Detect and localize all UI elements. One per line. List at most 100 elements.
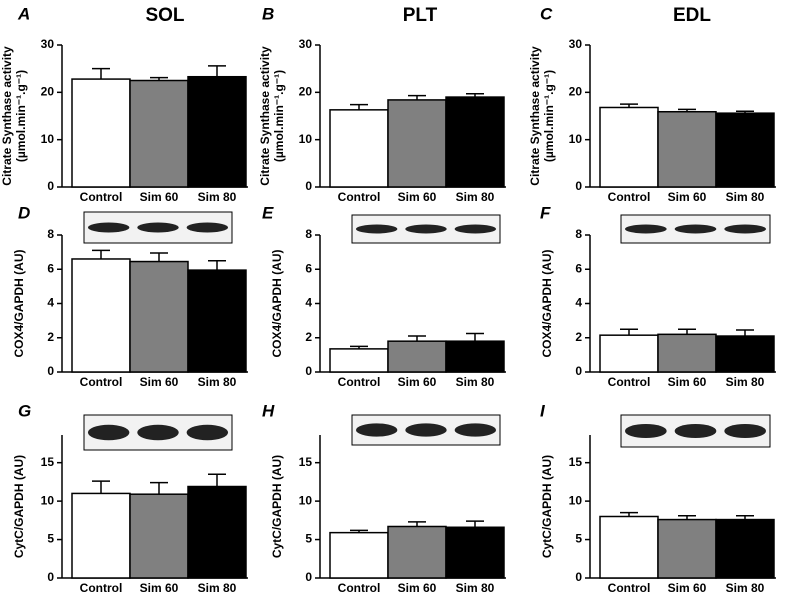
bar [71, 492, 131, 579]
panel-letter: I [540, 401, 546, 420]
y-tick-label: 30 [299, 37, 313, 51]
blot-band [405, 224, 447, 234]
bar [187, 485, 247, 579]
y-axis-label: Citrate Synthase activity [528, 46, 542, 186]
y-tick-label: 0 [575, 570, 582, 584]
bar [445, 96, 505, 188]
blot-band [355, 423, 398, 437]
x-tick-label: Control [608, 581, 651, 594]
x-tick-label: Sim 60 [668, 581, 707, 594]
y-axis-label: CytC/GAPDH (AU) [540, 455, 554, 558]
bar [715, 335, 775, 373]
y-tick-label: 20 [299, 85, 313, 99]
y-tick-label: 20 [569, 85, 583, 99]
y-axis-unit: (µmol.min⁻¹.g⁻¹) [14, 70, 28, 162]
bar [599, 334, 659, 373]
blot-band [724, 423, 767, 439]
y-tick-label: 2 [47, 330, 54, 344]
y-tick-label: 4 [575, 296, 582, 310]
y-tick-label: 4 [47, 296, 54, 310]
y-tick-label: 8 [575, 227, 582, 241]
x-tick-label: Sim 80 [456, 190, 495, 204]
y-tick-label: 6 [47, 261, 54, 275]
x-tick-label: Control [80, 581, 123, 594]
x-tick-label: Sim 80 [726, 375, 765, 389]
bar [187, 269, 247, 373]
x-tick-label: Sim 80 [198, 581, 237, 594]
blot-band [405, 423, 447, 437]
bar [329, 531, 389, 579]
y-tick-label: 10 [299, 493, 313, 507]
bar [129, 260, 189, 373]
x-tick-label: Sim 80 [198, 190, 237, 204]
y-tick-label: 0 [575, 179, 582, 193]
y-tick-label: 10 [41, 132, 55, 146]
y-tick-label: 8 [305, 227, 312, 241]
blot-band [624, 224, 667, 234]
x-tick-label: Sim 80 [456, 375, 495, 389]
x-tick-label: Sim 80 [198, 375, 237, 389]
bar [599, 106, 659, 188]
x-tick-label: Sim 60 [140, 581, 179, 594]
x-tick-label: Control [338, 375, 381, 389]
y-tick-label: 30 [41, 37, 55, 51]
bar [71, 78, 131, 188]
x-tick-label: Sim 60 [398, 375, 437, 389]
y-tick-label: 2 [305, 330, 312, 344]
y-tick-label: 2 [575, 330, 582, 344]
bar [387, 340, 447, 373]
blot-band [674, 423, 717, 439]
y-tick-label: 0 [305, 570, 312, 584]
bar [657, 518, 717, 579]
y-axis-unit: (µmol.min⁻¹.g⁻¹) [272, 70, 286, 162]
panel-letter: E [262, 203, 274, 222]
y-tick-label: 10 [299, 132, 313, 146]
blot-band [87, 424, 130, 441]
y-axis-label: Citrate Synthase activity [0, 46, 14, 186]
y-tick-label: 10 [569, 132, 583, 146]
bar [71, 258, 131, 373]
blot-band [624, 423, 667, 439]
x-tick-label: Sim 60 [140, 375, 179, 389]
y-axis-label: COX4/GAPDH (AU) [12, 249, 26, 357]
bar [599, 515, 659, 579]
y-axis-label: CytC/GAPDH (AU) [12, 455, 26, 558]
y-tick-label: 4 [305, 296, 312, 310]
y-tick-label: 6 [575, 261, 582, 275]
bar [445, 340, 505, 373]
bar [445, 526, 505, 579]
column-title: SOL [145, 5, 184, 26]
panel-letter: H [262, 401, 275, 420]
panel-letter: F [540, 203, 551, 222]
x-tick-label: Control [608, 375, 651, 389]
blot-band [137, 424, 179, 441]
bar [129, 79, 189, 188]
panel-letter: B [262, 4, 274, 23]
y-tick-label: 15 [41, 455, 55, 469]
blot-band [137, 222, 179, 233]
y-tick-label: 0 [305, 179, 312, 193]
bar [387, 99, 447, 188]
bar [329, 348, 389, 373]
y-axis-unit: (µmol.min⁻¹.g⁻¹) [542, 70, 556, 162]
bar [715, 112, 775, 188]
y-tick-label: 10 [569, 493, 583, 507]
x-tick-label: Sim 60 [140, 190, 179, 204]
blot-band [454, 423, 497, 437]
y-axis-label: CytC/GAPDH (AU) [270, 455, 284, 558]
blot-band [724, 224, 767, 234]
x-tick-label: Control [80, 375, 123, 389]
bar [657, 333, 717, 373]
y-tick-label: 0 [47, 570, 54, 584]
x-tick-label: Control [338, 190, 381, 204]
y-tick-label: 20 [41, 85, 55, 99]
x-tick-label: Control [608, 190, 651, 204]
y-tick-label: 0 [305, 364, 312, 378]
y-axis-label: COX4/GAPDH (AU) [540, 249, 554, 357]
bar [387, 525, 447, 579]
bar [715, 518, 775, 579]
x-tick-label: Control [80, 190, 123, 204]
y-tick-label: 30 [569, 37, 583, 51]
x-tick-label: Sim 60 [398, 190, 437, 204]
